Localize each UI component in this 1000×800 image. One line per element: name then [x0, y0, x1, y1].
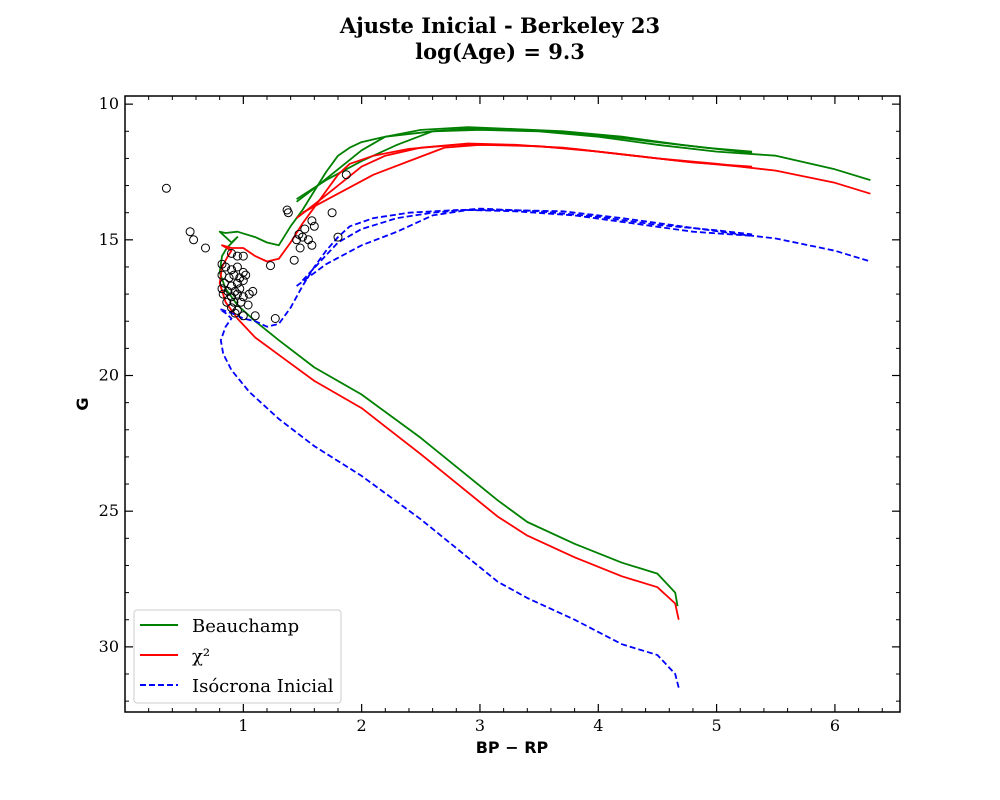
star-point — [248, 286, 258, 296]
series-layer — [161, 126, 871, 688]
legend-label-isocrona-inicial: Isócrona Inicial — [192, 676, 334, 697]
ticks-layer: 1 2 3 4 5 6 10 15 20 25 30 — [99, 94, 900, 735]
star-point — [227, 265, 236, 275]
y-tick-label: 10 — [99, 94, 119, 113]
series-line-1 — [296, 126, 753, 203]
star-point — [333, 232, 343, 242]
star-point — [232, 305, 242, 315]
star-point — [341, 170, 351, 180]
star-point — [238, 292, 248, 302]
star-point — [289, 255, 299, 265]
star-point — [232, 289, 242, 299]
star-point — [270, 314, 280, 323]
x-tick-label: 2 — [357, 716, 367, 735]
plot-frame — [124, 95, 901, 713]
star-point — [298, 232, 307, 242]
star-point — [327, 208, 337, 218]
x-tick-label: 5 — [712, 716, 722, 735]
x-axis-label: BP − RP — [476, 738, 549, 757]
series-line-7 — [296, 209, 753, 287]
x-tick-label: 1 — [238, 716, 248, 735]
star-point — [283, 208, 293, 218]
legend: Beauchamp χ² Isócrona Inicial — [133, 609, 342, 704]
star-point — [229, 297, 239, 307]
series-line-3 — [218, 143, 871, 620]
star-point — [222, 297, 232, 307]
y-tick-label: 30 — [99, 637, 119, 656]
star-point — [230, 308, 240, 318]
star-point — [217, 284, 227, 294]
series-line-6 — [218, 209, 871, 688]
series-line-4 — [296, 142, 753, 219]
star-point — [307, 240, 317, 250]
y-tick-label: 20 — [99, 366, 119, 385]
star-point — [292, 235, 302, 245]
series-line-2 — [296, 127, 753, 200]
y-axis-label: G — [73, 397, 92, 410]
star-point — [227, 292, 236, 302]
x-tick-label: 3 — [475, 716, 485, 735]
x-tick-label: 4 — [593, 716, 603, 735]
star-point — [295, 243, 305, 253]
star-point — [238, 251, 248, 261]
star-point — [250, 311, 260, 321]
star-point — [161, 183, 171, 193]
star-point — [307, 216, 317, 226]
star-point — [227, 248, 236, 258]
star-point — [232, 262, 242, 272]
y-tick-label: 25 — [99, 501, 119, 520]
y-tick-label: 15 — [99, 230, 119, 249]
legend-label-beauchamp: Beauchamp — [192, 616, 299, 637]
star-point — [221, 262, 231, 272]
chart-title-line-1: Ajuste Inicial - Berkeley 23 — [339, 13, 660, 38]
star-point — [201, 243, 210, 253]
star-point — [189, 235, 199, 245]
star-point — [309, 221, 319, 231]
star-point — [238, 311, 248, 321]
series-line-0 — [218, 128, 871, 607]
star-point — [266, 261, 275, 271]
star-point — [224, 273, 234, 283]
series-line-5 — [302, 143, 753, 214]
star-point — [241, 270, 251, 280]
legend-frame — [133, 609, 342, 704]
star-point — [232, 251, 242, 261]
star-point — [229, 270, 239, 280]
legend-label-chi2: χ² — [192, 646, 210, 667]
star-point — [218, 289, 228, 299]
star-point — [232, 278, 242, 288]
x-tick-label: 6 — [830, 716, 840, 735]
star-point — [300, 224, 310, 234]
star-point — [238, 276, 248, 285]
series-line-8 — [301, 207, 753, 282]
star-point — [185, 227, 195, 237]
star-point — [243, 300, 253, 310]
chart-title-line-2: log(Age) = 9.3 — [415, 39, 585, 64]
star-point — [235, 284, 245, 294]
